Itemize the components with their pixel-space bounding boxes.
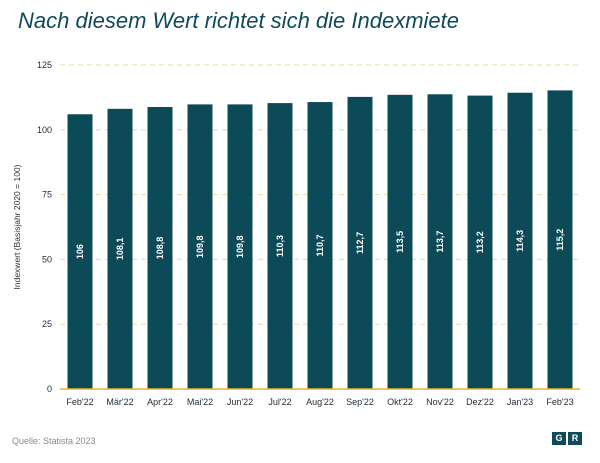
bar-value-label: 109,8 xyxy=(195,235,205,258)
y-tick-label: 25 xyxy=(42,319,52,329)
y-tick-label: 100 xyxy=(37,125,52,135)
y-tick-label: 0 xyxy=(47,384,52,394)
y-axis-title: Indexwert (Basisjahr 2020 = 100) xyxy=(12,164,22,289)
x-tick-label: Mär'22 xyxy=(106,397,133,407)
logo-letter-g: G xyxy=(552,432,566,445)
bar-value-label: 113,5 xyxy=(395,231,405,253)
bar xyxy=(267,103,293,389)
x-tick-label: Mai'22 xyxy=(187,397,213,407)
x-tick-label: Aug'22 xyxy=(306,397,334,407)
bar xyxy=(347,96,373,390)
x-tick-label: Jan'23 xyxy=(507,397,533,407)
bar-value-label: 110,7 xyxy=(315,235,325,257)
bar xyxy=(147,106,173,389)
x-tick-label: Nov'22 xyxy=(426,397,454,407)
y-tick-label: 125 xyxy=(37,60,52,70)
y-tick-label: 50 xyxy=(42,254,52,264)
source-note: Quelle: Statista 2023 xyxy=(12,436,96,446)
bar xyxy=(387,94,413,390)
bar-value-label: 115,2 xyxy=(555,229,565,251)
bar xyxy=(307,102,333,389)
bar-value-label: 113,2 xyxy=(475,231,485,253)
bar-value-label: 108,8 xyxy=(155,237,165,260)
y-tick-label: 75 xyxy=(42,190,52,200)
x-tick-label: Sep'22 xyxy=(346,397,374,407)
bar xyxy=(187,104,213,389)
bar-value-label: 110,3 xyxy=(275,235,285,257)
x-tick-label: Apr'22 xyxy=(147,397,173,407)
bar xyxy=(507,92,533,389)
x-tick-label: Jul'22 xyxy=(268,397,291,407)
bar xyxy=(67,114,93,390)
x-tick-label: Okt'22 xyxy=(387,397,413,407)
bar-value-label: 108,1 xyxy=(115,238,125,261)
bar-value-label: 114,3 xyxy=(515,230,525,252)
x-tick-label: Feb'23 xyxy=(546,397,573,407)
chart-title: Nach diesem Wert richtet sich die Indexm… xyxy=(18,8,459,33)
bar xyxy=(227,104,253,389)
bar-value-label: 109,8 xyxy=(235,235,245,258)
x-tick-label: Jun'22 xyxy=(227,397,253,407)
x-tick-label: Dez'22 xyxy=(466,397,494,407)
bar xyxy=(467,95,493,389)
bar-value-label: 112,7 xyxy=(355,232,365,254)
logo-letter-r: R xyxy=(568,432,582,445)
brand-logo: G R xyxy=(552,432,582,445)
bar xyxy=(107,108,133,389)
bar-value-label: 106 xyxy=(75,244,85,259)
bar-value-label: 113,7 xyxy=(435,231,445,253)
bar xyxy=(547,90,573,389)
x-tick-label: Feb'22 xyxy=(66,397,93,407)
bar xyxy=(427,94,453,389)
